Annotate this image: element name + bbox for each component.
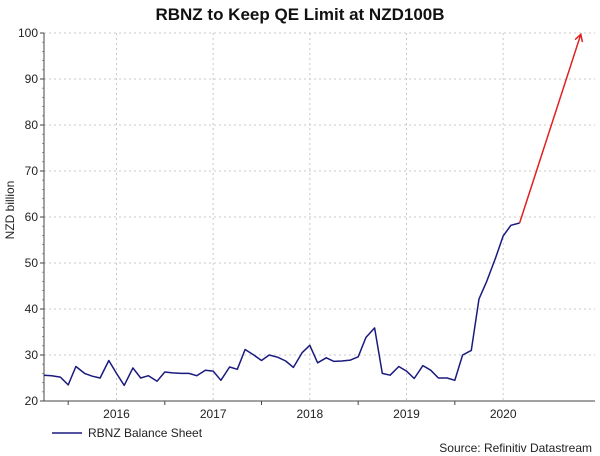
y-tick-label: 40 <box>25 302 39 316</box>
x-tick-label: 2016 <box>103 407 130 421</box>
y-tick-label: 90 <box>25 72 39 86</box>
y-tick-label: 50 <box>25 256 39 270</box>
x-tick-label: 2019 <box>393 407 420 421</box>
y-tick-label: 70 <box>25 164 39 178</box>
axes <box>40 32 595 405</box>
y-tick-label: 80 <box>25 118 39 132</box>
x-tick-label: 2017 <box>200 407 227 421</box>
y-tick-label: 100 <box>18 26 38 40</box>
y-tick-label: 60 <box>25 210 39 224</box>
x-tick-label: 2020 <box>490 407 517 421</box>
x-tick-label: 2018 <box>296 407 323 421</box>
series-line-rbnz-balance-sheet <box>43 222 520 387</box>
grid <box>44 32 595 401</box>
projection-arrow <box>518 35 581 224</box>
y-axis-ticks: 20 30 40 50 60 70 80 90 100 <box>18 26 38 408</box>
y-axis-label: NZD billion <box>3 181 17 240</box>
series-group <box>43 35 581 387</box>
source-note: Source: Refinitiv Datastream <box>439 441 592 455</box>
legend-label: RBNZ Balance Sheet <box>88 426 203 440</box>
x-axis-ticks: 2016 2017 2018 2019 2020 <box>103 407 517 421</box>
y-tick-label: 30 <box>25 348 39 362</box>
y-tick-label: 20 <box>25 394 39 408</box>
chart-title: RBNZ to Keep QE Limit at NZD100B <box>155 5 444 24</box>
